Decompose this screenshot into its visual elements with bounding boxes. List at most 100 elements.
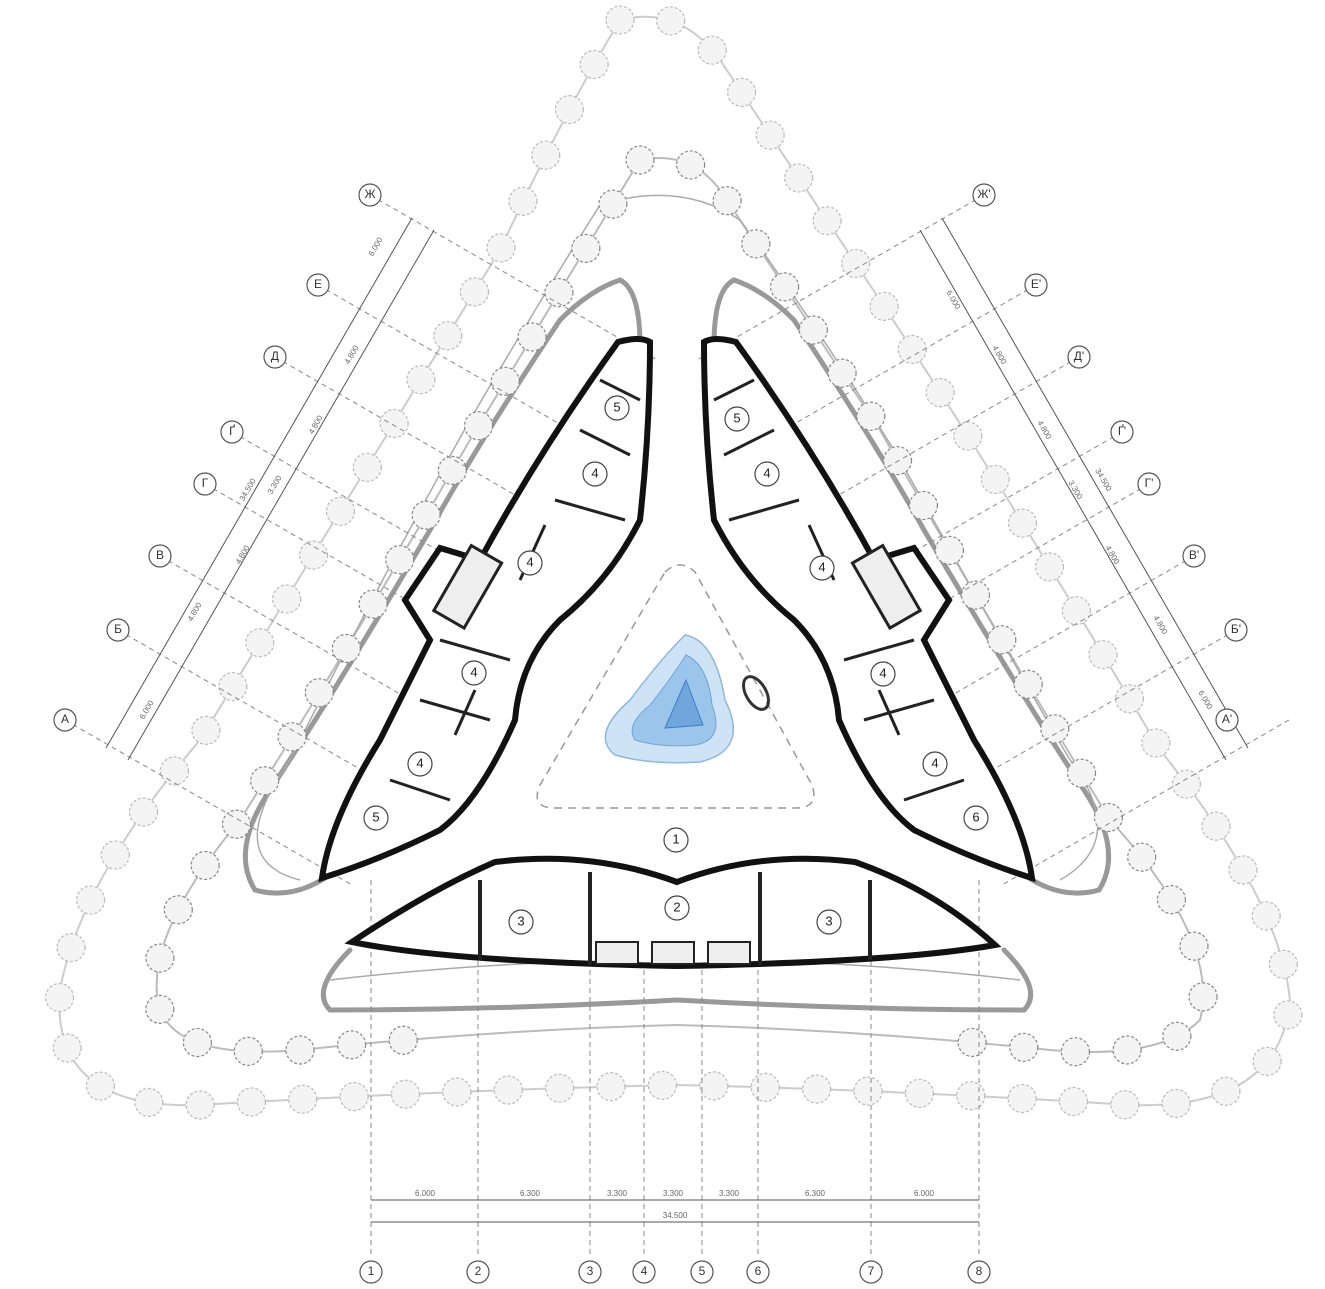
tree xyxy=(145,943,175,973)
axis-label: 5 xyxy=(699,1264,706,1278)
room-number: 5 xyxy=(372,809,379,824)
tree xyxy=(159,756,190,786)
tree xyxy=(1110,1090,1140,1120)
room-number: 4 xyxy=(931,755,938,770)
dimension-text: 6.000 xyxy=(1196,689,1214,711)
tree xyxy=(272,584,302,614)
room-number: 3 xyxy=(517,913,524,928)
tree xyxy=(56,932,86,963)
room-bubble xyxy=(363,805,389,831)
tree xyxy=(697,35,727,65)
tree xyxy=(755,120,785,150)
dimension-text: 4.800 xyxy=(1035,419,1053,441)
tree xyxy=(571,233,601,263)
tree xyxy=(579,49,609,80)
tree xyxy=(52,1033,82,1063)
elevators xyxy=(595,941,751,965)
dimension-line xyxy=(127,229,435,761)
tree xyxy=(190,850,220,881)
dimension-line xyxy=(941,217,1249,749)
tree xyxy=(676,150,706,180)
tree xyxy=(1161,1088,1191,1119)
tree xyxy=(277,722,307,752)
room-number: 4 xyxy=(879,665,886,680)
tree xyxy=(1112,1035,1142,1065)
tree xyxy=(250,766,280,796)
dimension-text: 6.300 xyxy=(805,1189,826,1198)
dimension-text: 3.300 xyxy=(607,1189,628,1198)
grid-line xyxy=(274,356,563,523)
tree xyxy=(336,1030,367,1060)
tree xyxy=(908,490,939,521)
room-bubble xyxy=(664,895,690,921)
dimension-text: 6.000 xyxy=(914,1189,935,1198)
tree xyxy=(1088,640,1118,670)
axis-label: А' xyxy=(1222,712,1232,726)
dimension-text: 4.800 xyxy=(234,543,252,565)
tree xyxy=(904,1078,935,1108)
grid-line xyxy=(696,194,985,361)
axis-label: 8 xyxy=(976,1264,983,1278)
tree xyxy=(236,1087,267,1117)
tree xyxy=(869,291,899,321)
tree xyxy=(1171,769,1202,799)
axis-bubble xyxy=(1067,345,1091,369)
planter xyxy=(742,675,770,711)
pool xyxy=(664,678,704,729)
tree xyxy=(784,163,814,193)
dimension-text: 6.300 xyxy=(520,1189,541,1198)
tree xyxy=(1252,1046,1282,1076)
axis-label: Ґ xyxy=(229,423,235,438)
site xyxy=(44,5,1303,1120)
axis-label: 1 xyxy=(368,1264,375,1278)
dimension-text: 4.800 xyxy=(1151,614,1169,636)
axis-bubble xyxy=(53,708,77,732)
room-number: 4 xyxy=(818,559,825,574)
axis-label: 7 xyxy=(868,1264,875,1278)
axis-label: В' xyxy=(1189,548,1199,562)
axis-label: Е xyxy=(314,277,322,291)
tree xyxy=(325,496,356,526)
grid-line xyxy=(231,431,520,598)
dimension-text: 3.300 xyxy=(1066,479,1084,501)
tree xyxy=(1007,508,1038,538)
tree xyxy=(1034,552,1065,582)
grid-line xyxy=(204,483,493,650)
grid-line xyxy=(159,555,448,722)
tree xyxy=(1211,1076,1241,1106)
room-number: 6 xyxy=(972,809,979,824)
grid-line xyxy=(369,194,658,361)
grid-line xyxy=(906,555,1195,722)
axis-label: А xyxy=(61,712,69,726)
tree xyxy=(1061,596,1091,626)
tree xyxy=(625,145,655,175)
tree xyxy=(712,186,742,216)
tree xyxy=(812,206,842,236)
axis-bubble xyxy=(359,1260,383,1284)
dimension-text: 6.000 xyxy=(944,289,962,311)
tree xyxy=(647,1070,678,1100)
partition xyxy=(478,872,872,965)
tree xyxy=(490,366,520,396)
elevator xyxy=(707,941,751,965)
axis-bubble xyxy=(746,1260,770,1284)
tree xyxy=(1009,1032,1039,1062)
axis-bubble xyxy=(578,1260,602,1284)
tree xyxy=(145,994,175,1024)
axis-label: Е' xyxy=(1031,277,1041,291)
tree xyxy=(486,233,516,263)
road xyxy=(242,277,643,896)
room-bubble xyxy=(604,395,630,421)
dimension-text: 4.800 xyxy=(186,600,204,622)
axis-label: Г xyxy=(202,476,209,490)
tree xyxy=(406,365,436,395)
tree xyxy=(331,633,361,664)
inner-courtyard xyxy=(536,564,815,809)
tree xyxy=(388,1025,418,1055)
elevator xyxy=(651,941,695,965)
dimension-text: 4.800 xyxy=(1103,544,1121,566)
tree xyxy=(163,895,193,925)
room-bubble xyxy=(461,660,487,686)
tree xyxy=(957,1027,987,1058)
tree xyxy=(841,248,871,279)
